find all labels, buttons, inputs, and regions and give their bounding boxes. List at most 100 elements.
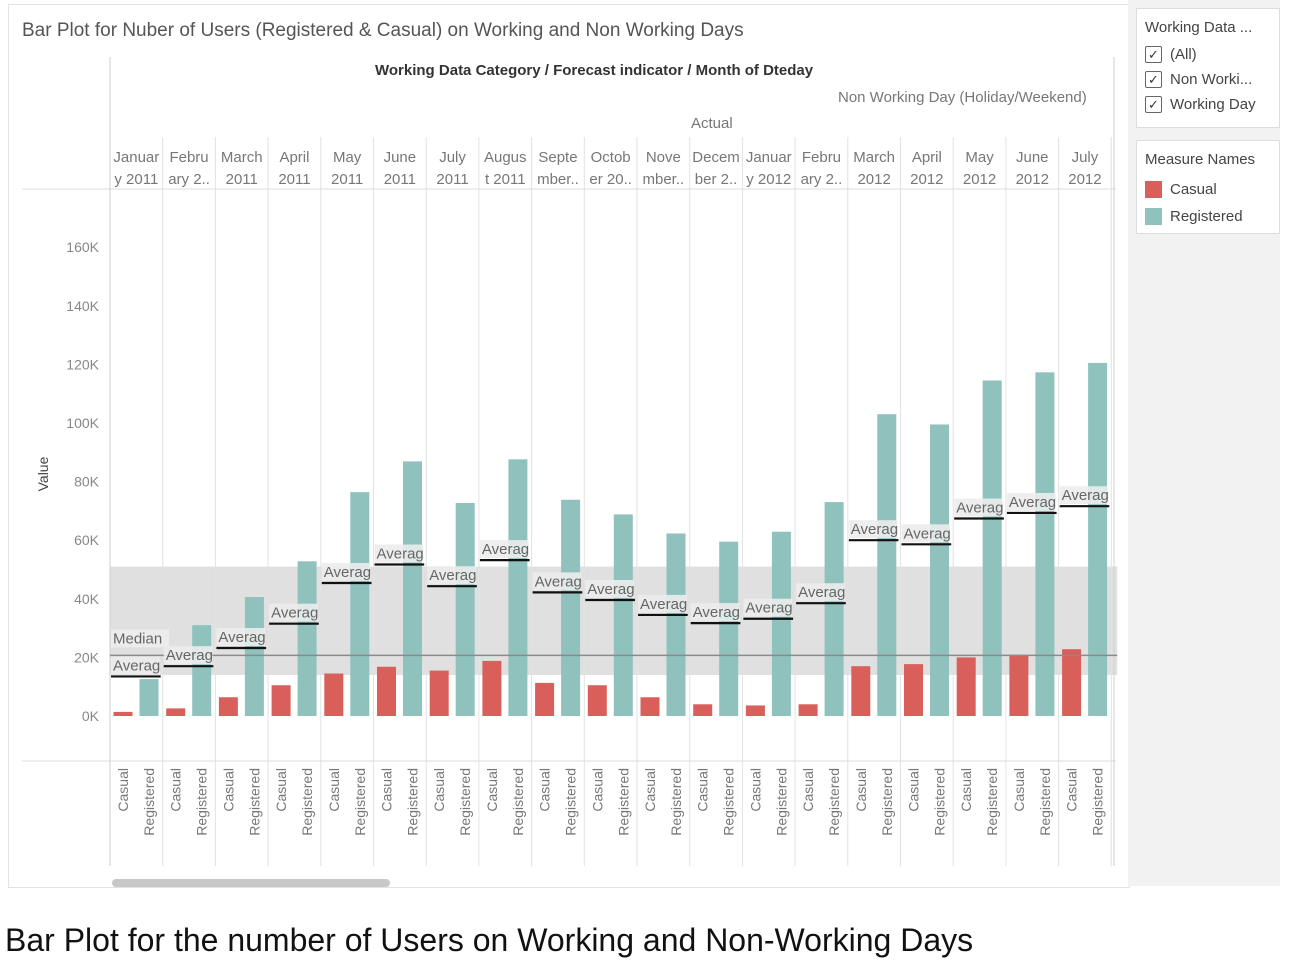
average-label: Average (429, 567, 485, 584)
sub-category-label: Casual (537, 768, 553, 812)
checkbox-checked-icon[interactable]: ✓ (1145, 96, 1162, 113)
bar-casual (904, 664, 923, 716)
sub-category-label: Casual (115, 768, 131, 812)
checkbox-checked-icon[interactable]: ✓ (1145, 46, 1162, 63)
month-label-line1: Febru (802, 149, 841, 166)
bar-chart: MedianAverageAverageAverageAverageAverag… (22, 57, 1118, 887)
average-label: Average (113, 657, 169, 674)
average-label-bg (269, 603, 318, 622)
y-tick-label: 60K (74, 532, 100, 548)
column-group-label: Non Working Day (Holiday/Weekend) (838, 89, 1087, 106)
bar-casual (640, 697, 660, 716)
filter-option-non-working[interactable]: ✓ Non Worki... (1145, 67, 1279, 92)
month-label-line2: ary 2.. (801, 171, 843, 188)
sub-category-label: Casual (747, 768, 763, 812)
filter-option-label: (All) (1170, 46, 1197, 63)
sub-category-label: Registered (668, 768, 684, 836)
average-label: Average (851, 521, 907, 538)
filter-card: Working Data ... ✓ (All) ✓ Non Worki... … (1136, 8, 1280, 128)
bar-casual (798, 704, 818, 716)
sub-category-label: Registered (615, 768, 631, 836)
average-label: Average (1009, 494, 1065, 511)
bar-registered (508, 459, 528, 716)
sub-category-label: Casual (589, 768, 605, 812)
average-label: Average (745, 600, 801, 617)
month-label-line2: 2011 (226, 171, 258, 188)
sub-category-label: Registered (1037, 768, 1053, 836)
bar-registered (403, 461, 422, 716)
average-label-bg (954, 498, 1003, 517)
legend-item-registered[interactable]: Registered (1145, 203, 1279, 230)
sub-category-label: Casual (695, 768, 711, 812)
chart-title: Bar Plot for Nuber of Users (Registered … (22, 20, 744, 41)
average-label-bg (1059, 486, 1109, 505)
sub-category-label: Registered (352, 768, 368, 836)
sub-category-label: Registered (563, 768, 579, 836)
filter-option-working[interactable]: ✓ Working Day (1145, 92, 1279, 117)
month-label-line2: mber.. (537, 171, 579, 188)
month-label-line2: 2011 (436, 171, 468, 188)
sub-category-label: Casual (273, 768, 289, 812)
sub-category-label: Registered (1090, 768, 1106, 836)
bar-registered (192, 625, 212, 716)
y-tick-label: 20K (74, 649, 100, 665)
month-label-line2: y 2011 (114, 171, 158, 188)
bar-registered (719, 541, 739, 716)
sub-category-label: Registered (984, 768, 1000, 836)
sub-category-label: Registered (773, 768, 789, 836)
average-label-bg (532, 572, 582, 591)
month-label-line2: 2012 (963, 171, 996, 188)
bar-casual (851, 666, 871, 716)
month-label-line2: 2011 (331, 171, 363, 188)
average-label: Average (218, 629, 274, 646)
average-label-bg (901, 524, 951, 543)
month-label-line2: y 2012 (746, 171, 791, 188)
month-label-line1: May (965, 149, 994, 166)
bar-registered (982, 380, 1002, 716)
month-label-line1: July (1072, 149, 1099, 166)
bar-casual (429, 670, 449, 716)
month-label-line2: ary 2.. (168, 171, 210, 188)
horizontal-scrollbar[interactable] (112, 879, 390, 887)
bar-registered (244, 597, 264, 716)
bar-registered (613, 514, 633, 716)
average-label-bg (848, 520, 898, 539)
month-label-line2: 2012 (910, 171, 943, 188)
forecast-indicator-label: Actual (691, 115, 733, 132)
bar-casual (218, 697, 238, 716)
average-label: Average (166, 647, 222, 664)
bar-casual (535, 682, 555, 716)
bar-registered (561, 499, 581, 716)
sub-category-label: Registered (510, 768, 526, 836)
checkbox-checked-icon[interactable]: ✓ (1145, 71, 1162, 88)
bar-registered (1035, 372, 1055, 716)
average-label: Average (640, 596, 696, 613)
average-label-bg (585, 579, 634, 598)
legend-label: Casual (1170, 181, 1217, 198)
bar-casual (587, 685, 607, 716)
month-label-line1: March (853, 149, 895, 166)
month-label-line2: 2012 (1016, 171, 1049, 188)
average-label: Average (535, 573, 591, 590)
month-label-line1: May (333, 149, 362, 166)
filter-option-all[interactable]: ✓ (All) (1145, 42, 1279, 67)
average-label-bg (427, 566, 476, 585)
average-label-bg (796, 583, 845, 602)
sub-category-label: Registered (405, 768, 421, 836)
bar-registered (139, 679, 159, 716)
month-label-line2: 2012 (857, 171, 890, 188)
month-label-line1: Febru (169, 149, 208, 166)
sub-category-label: Casual (1064, 768, 1080, 812)
month-label-line1: July (439, 149, 466, 166)
legend-item-casual[interactable]: Casual (1145, 176, 1279, 203)
y-tick-label: 160K (66, 239, 99, 255)
bar-registered (824, 502, 844, 716)
average-label: Average (956, 500, 1012, 517)
sub-category-label: Casual (168, 768, 184, 812)
y-tick-label: 100K (66, 415, 99, 431)
month-label-line1: Nove (646, 149, 681, 166)
sub-category-label: Casual (906, 768, 922, 812)
average-label: Average (482, 541, 538, 558)
average-label: Average (798, 584, 854, 601)
sub-category-label: Casual (958, 768, 974, 812)
